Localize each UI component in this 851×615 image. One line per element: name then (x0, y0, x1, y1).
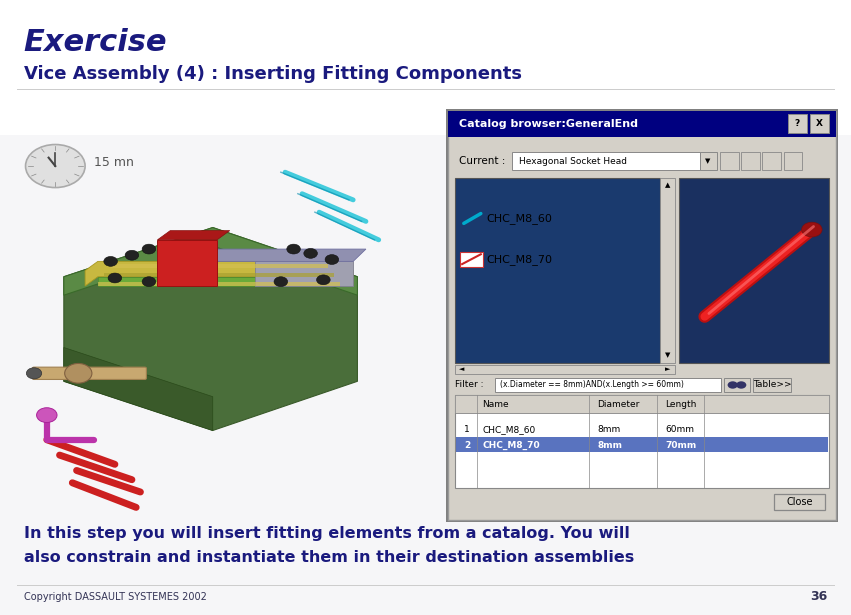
Polygon shape (64, 347, 213, 430)
Bar (448, 111, 836, 520)
Polygon shape (157, 240, 217, 286)
Text: ◄: ◄ (460, 367, 465, 372)
Bar (700, 152, 717, 170)
Bar (460, 252, 483, 266)
Circle shape (802, 222, 822, 237)
Text: Diameter: Diameter (597, 400, 640, 408)
Bar (455, 395, 829, 488)
Circle shape (274, 277, 288, 287)
Circle shape (37, 408, 57, 423)
Polygon shape (64, 228, 357, 295)
Bar (788, 114, 807, 133)
Bar (724, 378, 750, 392)
Circle shape (104, 256, 117, 266)
Polygon shape (204, 249, 366, 261)
Bar (784, 152, 802, 170)
Bar (455, 395, 829, 413)
Text: Current :: Current : (459, 156, 505, 166)
Polygon shape (157, 231, 230, 240)
Circle shape (736, 381, 746, 389)
Circle shape (26, 145, 85, 188)
Text: Name: Name (483, 400, 509, 408)
Circle shape (142, 244, 156, 254)
Polygon shape (104, 273, 334, 277)
Text: ▲: ▲ (665, 182, 670, 188)
Bar (455, 178, 660, 363)
Text: 70mm: 70mm (665, 442, 697, 450)
Text: Exercise: Exercise (24, 28, 168, 57)
Circle shape (65, 363, 92, 383)
Text: Hexagonal Socket Head: Hexagonal Socket Head (519, 157, 627, 165)
Text: ?: ? (795, 119, 800, 128)
Circle shape (317, 275, 330, 285)
Text: Copyright DASSAULT SYSTEMES 2002: Copyright DASSAULT SYSTEMES 2002 (24, 592, 207, 601)
Bar (679, 178, 829, 363)
Text: CHC_M8_60: CHC_M8_60 (483, 425, 536, 434)
Bar (0, 135, 851, 615)
Polygon shape (64, 228, 357, 430)
Bar (660, 178, 675, 363)
Text: 8mm: 8mm (597, 442, 622, 450)
Text: CHC_M8_70: CHC_M8_70 (483, 442, 540, 450)
Bar (455, 365, 675, 374)
Polygon shape (98, 282, 340, 286)
Bar (810, 114, 829, 133)
Bar (495, 378, 721, 392)
Circle shape (325, 255, 339, 264)
Text: In this step you will insert fitting elements from a catalog. You will: In this step you will insert fitting ele… (24, 526, 630, 541)
Text: 60mm: 60mm (665, 425, 694, 434)
Text: Filter :: Filter : (455, 381, 487, 389)
Text: 1: 1 (464, 425, 470, 434)
Text: Close: Close (786, 498, 814, 507)
Bar (741, 152, 760, 170)
Circle shape (142, 277, 156, 287)
Polygon shape (98, 277, 340, 286)
Circle shape (26, 368, 42, 379)
Circle shape (108, 273, 122, 283)
Bar (720, 152, 739, 170)
Text: Vice Assembly (4) : Inserting Fitting Components: Vice Assembly (4) : Inserting Fitting Co… (24, 65, 522, 82)
Text: X: X (816, 119, 823, 128)
Bar (448, 111, 836, 137)
Bar (762, 152, 781, 170)
Circle shape (287, 244, 300, 254)
Circle shape (728, 381, 738, 389)
Circle shape (125, 250, 139, 260)
Bar (774, 494, 825, 510)
Text: 2: 2 (464, 442, 470, 450)
Text: CHC_M8_70: CHC_M8_70 (487, 254, 553, 264)
Bar (512, 152, 700, 170)
Text: 8mm: 8mm (597, 425, 620, 434)
Text: ▼: ▼ (665, 352, 670, 359)
Text: (x.Diameter == 8mm)AND(x.Length >= 60mm): (x.Diameter == 8mm)AND(x.Length >= 60mm) (500, 381, 683, 389)
Text: 36: 36 (810, 590, 827, 603)
Text: CHC_M8_60: CHC_M8_60 (487, 213, 552, 224)
Bar (753, 378, 791, 392)
Bar (456, 437, 828, 452)
Circle shape (304, 248, 317, 258)
Polygon shape (85, 261, 353, 286)
Text: Table>>: Table>> (753, 381, 791, 389)
Text: 15 mn: 15 mn (94, 156, 134, 170)
Text: ▼: ▼ (705, 158, 711, 164)
Polygon shape (255, 261, 353, 286)
Text: Length: Length (665, 400, 697, 408)
Text: Catalog browser:GeneralEnd: Catalog browser:GeneralEnd (459, 119, 637, 129)
FancyBboxPatch shape (32, 367, 146, 379)
Polygon shape (111, 264, 328, 268)
Text: ►: ► (665, 367, 671, 372)
Text: also constrain and instantiate them in their destination assemblies: also constrain and instantiate them in t… (24, 550, 634, 565)
Bar (446, 109, 838, 522)
